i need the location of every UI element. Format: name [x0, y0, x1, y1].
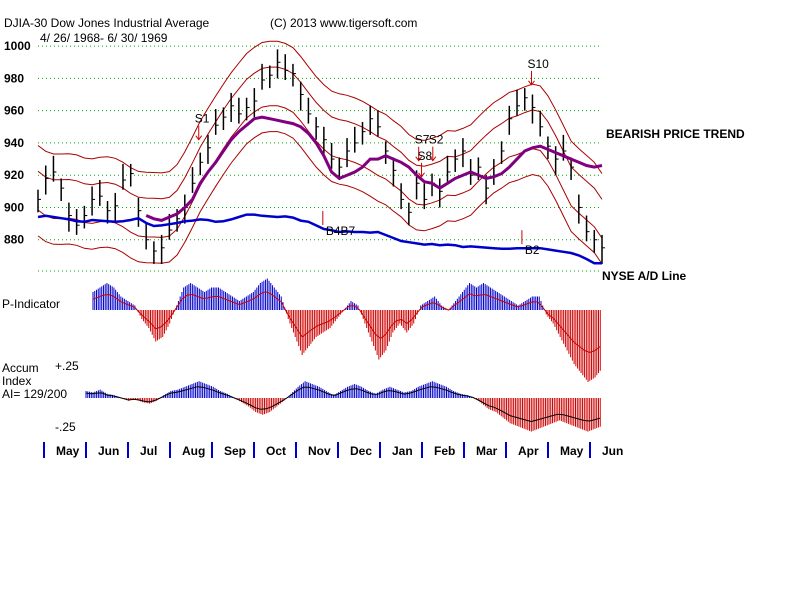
signal-markers: S1 S7 S8 S2 S10 B2 B4B7: [195, 57, 549, 257]
moving-average-line: [145, 115, 603, 222]
signal-label: B4B7: [326, 224, 356, 238]
accum-ma-line: [85, 386, 601, 423]
accum-histogram: [85, 381, 601, 432]
month-label: Jun: [98, 444, 119, 458]
month-label: Jul: [140, 444, 157, 458]
sell-arrowhead: [418, 172, 425, 178]
sell-arrowhead: [195, 135, 203, 141]
signal-label: S7: [415, 133, 430, 147]
inner-upper-band-line: [37, 66, 603, 200]
signal-label: B2: [525, 243, 540, 257]
month-label: Jun: [602, 444, 623, 458]
signal-label: S2: [429, 133, 444, 147]
p-indicator-ma-line: [92, 291, 601, 354]
chart-copyright: (C) 2013 www.tigersoft.com: [270, 16, 417, 30]
chart-title: DJIA-30 Dow Jones Industrial Average: [4, 16, 210, 30]
month-label: Mar: [476, 444, 498, 458]
lower-band-line: [37, 131, 603, 265]
y-tick-label: 1000: [4, 39, 31, 53]
price-y-axis: 1000 980 960 940 920 900 880: [4, 39, 31, 247]
month-label: Nov: [308, 444, 331, 458]
month-label: Oct: [266, 444, 286, 458]
p-indicator-label: P-Indicator: [2, 297, 60, 311]
month-label: Apr: [518, 444, 539, 458]
signal-label: S1: [195, 112, 210, 126]
accum-label: Accum: [2, 361, 39, 375]
month-label: Dec: [350, 444, 372, 458]
p-indicator-histogram: [92, 278, 601, 382]
y-tick-label: 920: [4, 168, 24, 182]
y-tick-label: 900: [4, 200, 24, 214]
inner-lower-band-line: [37, 105, 603, 239]
sell-arrowhead: [528, 80, 535, 86]
ad-line-label: NYSE A/D Line: [602, 269, 687, 283]
month-label: Feb: [434, 444, 455, 458]
signal-label: S8: [418, 149, 433, 163]
accum-ai-label: AI= 129/200: [2, 387, 67, 401]
month-label: Sep: [224, 444, 246, 458]
month-label: Jan: [392, 444, 413, 458]
signal-label: S10: [528, 57, 550, 71]
y-tick-label: 940: [4, 136, 24, 150]
upper-band-line: [37, 40, 603, 174]
month-label: May: [560, 444, 584, 458]
sell-arrowhead: [415, 156, 423, 162]
month-axis: May Jun Jul Aug Sep Oct Nov Dec Jan Feb Mar Apr May J…: [43, 442, 623, 458]
y-tick-label: 880: [4, 233, 24, 247]
bearish-trend-annotation: BEARISH PRICE TREND: [606, 127, 745, 141]
accum-upper-tick: +.25: [55, 359, 79, 373]
y-tick-label: 980: [4, 71, 24, 85]
accum-lower-tick: -.25: [55, 420, 76, 434]
sell-arrowhead: [429, 156, 437, 162]
chart-subtitle: 4/ 26/ 1968- 6/ 30/ 1969: [40, 31, 168, 45]
month-label: Aug: [182, 444, 205, 458]
month-label: May: [56, 444, 80, 458]
accum-index-label: Index: [2, 374, 31, 388]
y-tick-label: 960: [4, 104, 24, 118]
bollinger-bands: [37, 40, 603, 265]
nyse-ad-line: [37, 213, 602, 265]
